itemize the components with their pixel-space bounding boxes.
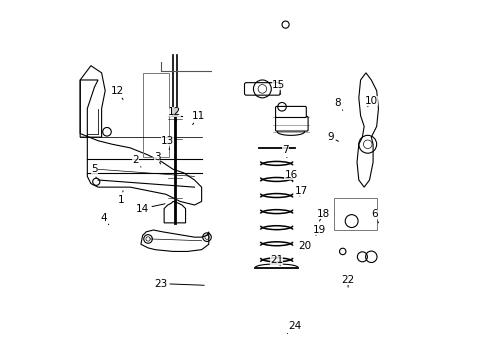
Text: 8: 8: [333, 98, 342, 111]
Text: 6: 6: [371, 209, 378, 223]
Text: 12: 12: [111, 86, 124, 100]
FancyBboxPatch shape: [244, 83, 280, 95]
Text: 20: 20: [298, 241, 311, 251]
Text: 4: 4: [100, 212, 108, 225]
Text: 2: 2: [132, 156, 141, 167]
Text: 5: 5: [91, 164, 98, 178]
Text: 19: 19: [312, 225, 325, 235]
Text: 9: 9: [326, 132, 338, 142]
Text: 14: 14: [136, 203, 164, 213]
FancyBboxPatch shape: [275, 116, 307, 131]
Text: 1: 1: [118, 191, 124, 204]
Text: 16: 16: [284, 170, 297, 182]
Text: 21: 21: [269, 255, 283, 266]
Text: 10: 10: [364, 96, 377, 107]
Text: 12: 12: [168, 107, 181, 121]
Bar: [333, 198, 376, 230]
Text: 7: 7: [282, 145, 288, 158]
Text: 15: 15: [271, 80, 285, 94]
Text: 17: 17: [294, 186, 307, 196]
FancyBboxPatch shape: [275, 107, 305, 117]
Text: 22: 22: [341, 275, 354, 287]
Text: 18: 18: [316, 209, 329, 221]
Text: 13: 13: [161, 136, 174, 150]
Text: 23: 23: [154, 279, 204, 289]
Text: 3: 3: [153, 152, 160, 164]
Text: 11: 11: [191, 111, 204, 125]
Text: 24: 24: [287, 321, 301, 334]
